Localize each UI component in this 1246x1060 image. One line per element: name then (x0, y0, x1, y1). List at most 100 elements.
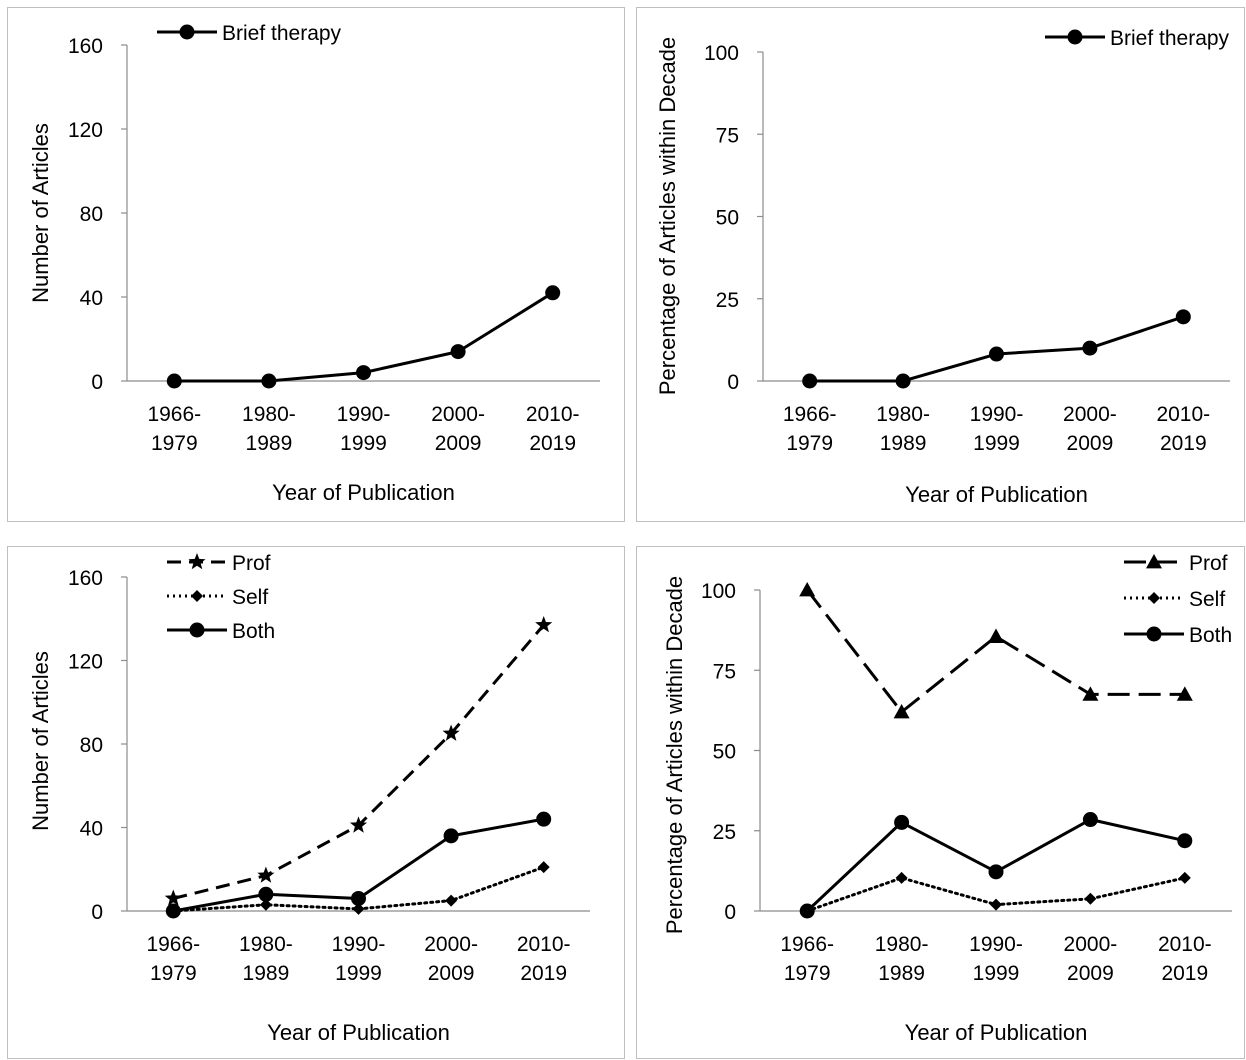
x-tick-label: 2010-2019 (526, 403, 580, 455)
series-brief-therapy (802, 309, 1191, 389)
legend-marker (179, 24, 195, 40)
x-tick-label: 1980-1989 (876, 403, 930, 455)
legend-label: Self (1189, 588, 1225, 611)
y-tick-label: 25 (713, 821, 736, 844)
data-point (895, 871, 908, 884)
legend: Prof Self Both (1124, 552, 1232, 647)
y-tick-label: 50 (713, 741, 736, 764)
y-tick-label: 0 (91, 901, 103, 924)
legend-marker (188, 553, 206, 570)
y-tick-label: 80 (80, 203, 103, 226)
y-axis-title: Percentage of Articles within Decade (655, 37, 680, 395)
legend-label: Brief therapy (222, 22, 342, 45)
data-point (1084, 892, 1097, 905)
data-point (799, 582, 816, 597)
data-point (537, 861, 550, 874)
data-point (1082, 686, 1099, 701)
legend-label: Both (232, 620, 275, 643)
y-axis-title: Number of Articles (28, 123, 53, 303)
legend-marker (189, 622, 205, 638)
x-axis-title: Year of Publication (905, 482, 1088, 507)
y-tick-label: 75 (716, 124, 739, 147)
y-tick-label: 0 (724, 901, 736, 924)
series-both (165, 811, 552, 919)
x-tick-label: 1980-1989 (239, 933, 293, 985)
data-point (352, 902, 365, 915)
data-point (356, 365, 371, 381)
x-tick-label: 2010-2019 (517, 933, 571, 985)
x-tick-label: 1980-1989 (875, 933, 929, 985)
data-point (894, 814, 910, 830)
data-point (802, 373, 818, 389)
x-tick-label: 1966-1979 (146, 933, 200, 985)
data-point (799, 903, 815, 919)
y-tick-label: 160 (68, 567, 103, 590)
data-point (259, 898, 272, 911)
x-tick-label: 1966-1979 (780, 933, 834, 985)
x-tick-label: 1990-1999 (337, 403, 391, 455)
x-tick-label: 2000-2009 (1063, 403, 1117, 455)
data-point (988, 628, 1004, 643)
x-tick-label: 2000-2009 (1064, 933, 1118, 985)
y-tick-label: 40 (80, 818, 103, 841)
legend-marker (1067, 29, 1083, 45)
data-point (257, 866, 275, 883)
legend-label: Prof (232, 552, 271, 575)
data-point (536, 811, 552, 827)
data-point (545, 285, 561, 301)
y-tick-label: 50 (716, 207, 739, 230)
data-point (164, 889, 182, 906)
data-point (1082, 340, 1098, 356)
data-point (1177, 833, 1193, 849)
legend-label: Self (232, 586, 268, 609)
legend-marker (1146, 554, 1162, 569)
data-point (989, 346, 1004, 362)
data-point (258, 886, 274, 902)
data-point (443, 828, 459, 844)
y-axis-title: Number of Articles (28, 651, 53, 831)
data-point (165, 903, 181, 919)
data-point (261, 373, 277, 389)
legend-label: Brief therapy (1110, 27, 1230, 50)
y-tick-label: 25 (716, 289, 739, 312)
legend: Brief therapy (157, 22, 342, 45)
legend-label: Prof (1189, 552, 1228, 575)
x-tick-label: 1990-1999 (969, 933, 1023, 985)
chart-panel-2: 0 25 50 75 100 1966-1979 1980-1989 1990-1999 200… (636, 7, 1245, 522)
data-point (990, 898, 1002, 911)
legend: Prof Self Both (167, 552, 275, 643)
x-axis-title: Year of Publication (905, 1020, 1088, 1045)
data-point (1176, 686, 1193, 701)
y-tick-label: 120 (68, 119, 103, 142)
y-tick-label: 100 (704, 42, 739, 65)
series-brief-therapy (166, 285, 561, 389)
series-both (799, 812, 1193, 919)
y-tick-label: 100 (701, 580, 736, 603)
x-axis-title: Year of Publication (272, 480, 455, 505)
data-point (895, 373, 911, 389)
x-tick-label: 2000-2009 (424, 933, 478, 985)
y-tick-label: 120 (68, 651, 103, 674)
data-point (445, 894, 458, 907)
chart-panel-1: 0 40 80 120 160 1966-1979 1980-1989 1990-1999 20… (7, 7, 625, 522)
y-tick-label: 75 (713, 660, 736, 683)
y-tick-label: 80 (80, 734, 103, 757)
series-line (806, 589, 1185, 714)
data-point (1082, 812, 1098, 828)
legend: Brief therapy (1045, 27, 1230, 50)
y-tick-label: 160 (68, 35, 103, 58)
series-prof (799, 582, 1193, 719)
data-point (351, 890, 366, 906)
x-tick-label: 2000-2009 (431, 403, 485, 455)
data-point (988, 864, 1004, 880)
x-tick-label: 1966-1979 (147, 403, 201, 455)
y-axis-title: Percentage of Articles within Decade (662, 576, 687, 934)
data-point (450, 344, 466, 360)
x-tick-label: 1966-1979 (783, 403, 837, 455)
x-tick-label: 1990-1999 (332, 933, 386, 985)
